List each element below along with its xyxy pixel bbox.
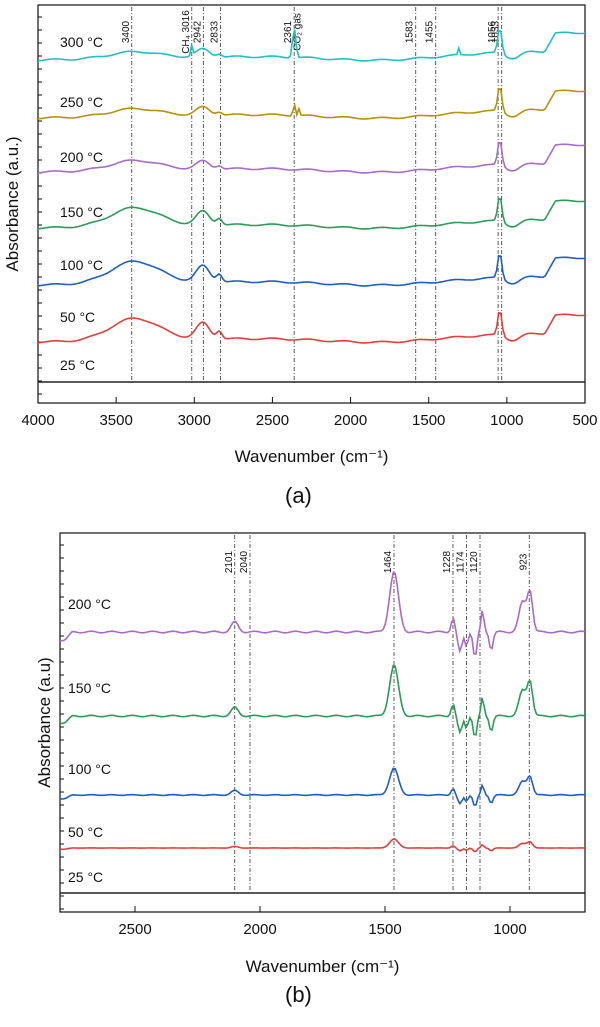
chart-panel-a: 4000 3500 3000 2500 2000 1500 1000 500 Wavenumbe… xyxy=(3,4,598,466)
x-tick-label: 3000 xyxy=(178,412,211,429)
x-tick-label: 500 xyxy=(572,412,597,429)
reference-label: 1455 xyxy=(425,20,436,43)
reference-label: 2833 xyxy=(209,20,220,43)
chart-panel-b: 2500 2000 1500 1000 Wavenumber (cm⁻¹) Absorba… xyxy=(35,532,586,976)
series-label: 100 °C xyxy=(68,761,111,777)
x-tick-label: 1500 xyxy=(368,921,401,938)
x-tick-label: 2000 xyxy=(334,412,367,429)
series-line xyxy=(59,767,586,806)
x-tick-label: 2000 xyxy=(243,921,276,938)
x-tick-label: 1500 xyxy=(412,412,445,429)
series-label: 200 °C xyxy=(68,596,111,612)
reference-label: CH₄ 3016 xyxy=(181,10,192,54)
panel-label-b: (b) xyxy=(285,982,312,1007)
x-tick-label: 2500 xyxy=(118,921,151,938)
reference-label: 1174 xyxy=(456,551,467,573)
series-label: 200 °C xyxy=(60,149,103,165)
series-label: 50 °C xyxy=(68,824,103,840)
x-axis-title: Wavenumber (cm⁻¹) xyxy=(246,957,400,976)
panel-label-a: (a) xyxy=(285,483,312,508)
reference-label: 2040 xyxy=(239,550,250,573)
series-label: 150 °C xyxy=(60,204,103,220)
reference-label: 1583 xyxy=(405,20,416,43)
reference-label: 1228 xyxy=(442,550,453,573)
reference-label: 3400 xyxy=(121,20,132,43)
series-line xyxy=(37,254,586,287)
series-line xyxy=(37,87,586,120)
reference-label: 2361 xyxy=(283,20,294,43)
x-tick-label: 1000 xyxy=(493,921,526,938)
plot-frame xyxy=(37,4,586,404)
reference-label: 1056 xyxy=(487,20,498,43)
series-label: 50 °C xyxy=(60,309,95,325)
reference-label: CO₂ gas xyxy=(293,13,304,51)
series-label: 25 °C xyxy=(60,357,95,373)
series-line xyxy=(59,571,586,655)
reference-label: 1033 xyxy=(491,20,502,43)
x-tick-label: 3500 xyxy=(99,412,132,429)
series-line xyxy=(37,141,586,174)
reference-label: 923 xyxy=(518,553,529,570)
y-axis-title: Absorbance (a.u) xyxy=(35,657,54,787)
series-label: 100 °C xyxy=(60,257,103,273)
series-line xyxy=(60,838,585,853)
plot-frame xyxy=(59,532,586,913)
y-axis-title: Absorbance (a.u.) xyxy=(3,136,22,271)
series-label: 25 °C xyxy=(68,869,103,885)
reference-label: 1464 xyxy=(383,550,394,573)
x-tick-label: 4000 xyxy=(21,412,54,429)
series-line xyxy=(59,664,586,736)
reference-label: 1120 xyxy=(469,551,480,573)
series-label: 150 °C xyxy=(68,680,111,696)
reference-label: 2942 xyxy=(192,20,203,43)
x-tick-label: 1000 xyxy=(490,412,523,429)
x-tick-label: 2500 xyxy=(256,412,289,429)
series-label: 250 °C xyxy=(60,94,103,110)
series-line xyxy=(37,311,586,344)
series-line xyxy=(37,29,586,62)
series-line xyxy=(37,197,586,230)
reference-label: 2101 xyxy=(224,550,235,573)
x-axis-title: Wavenumber (cm⁻¹) xyxy=(235,447,389,466)
series-label: 300 °C xyxy=(60,34,103,50)
